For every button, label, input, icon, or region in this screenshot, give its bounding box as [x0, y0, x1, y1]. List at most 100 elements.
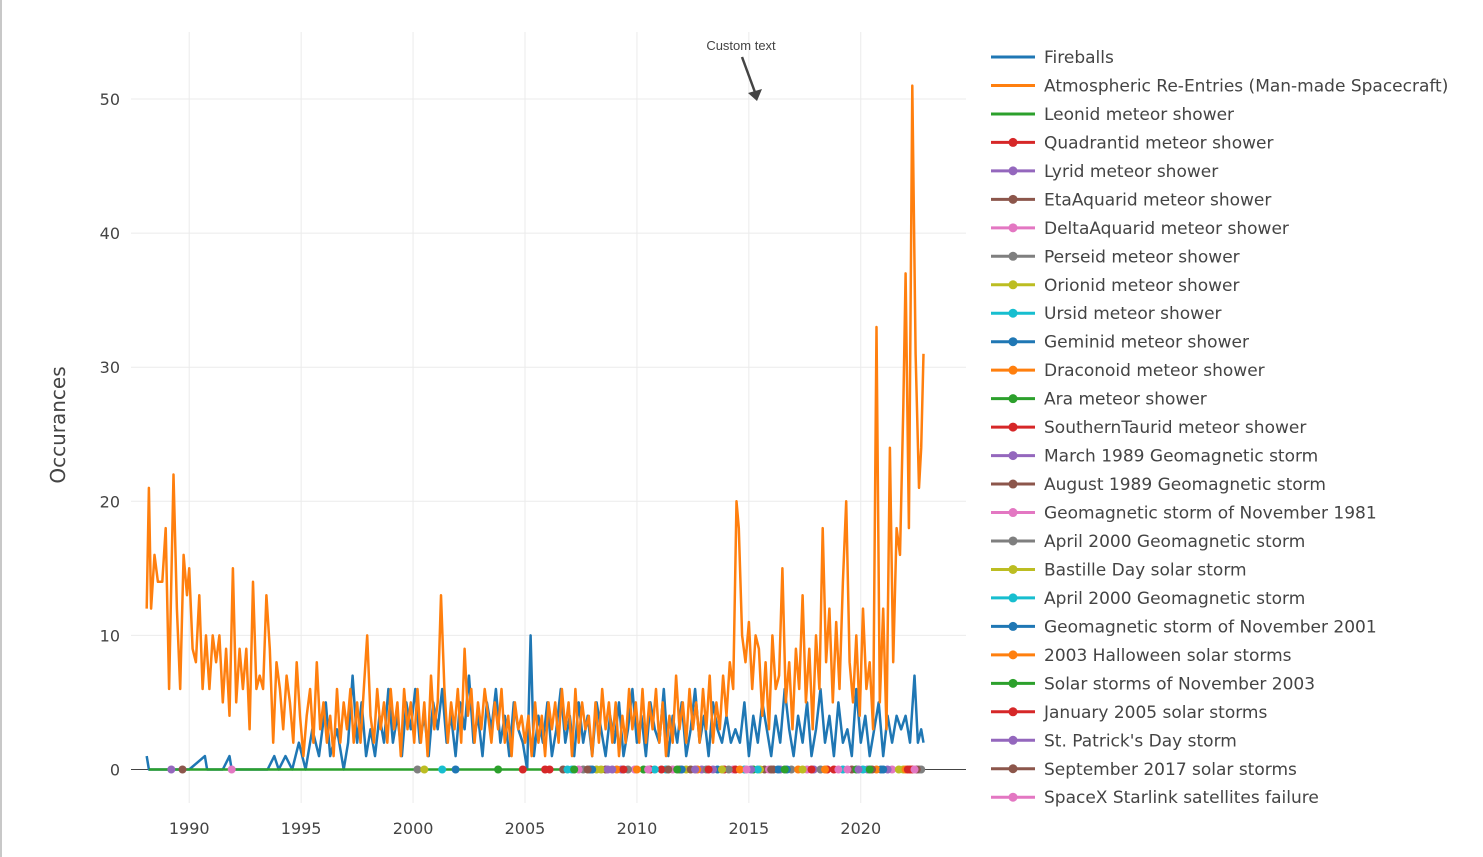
legend-swatch-marker [1008, 564, 1018, 574]
legend-item[interactable]: April 2000 Geomagnetic storm [991, 532, 1305, 552]
legend-item[interactable]: Geomagnetic storm of November 2001 [991, 617, 1377, 637]
series-marker-8[interactable] [420, 765, 429, 774]
legend-item[interactable]: Bastille Day solar storm [991, 560, 1247, 580]
series-marker-12[interactable] [494, 765, 503, 774]
series-marker-19[interactable] [650, 765, 659, 774]
legend-label: Atmospheric Re-Entries (Man-made Spacecr… [1044, 76, 1448, 96]
legend-item[interactable]: March 1989 Geomagnetic storm [991, 447, 1318, 467]
legend-item[interactable]: Geomagnetic storm of November 1981 [991, 504, 1377, 524]
series-line-1[interactable] [145, 84, 925, 758]
series-marker-26[interactable] [644, 765, 653, 774]
legend-label: SouthernTaurid meteor shower [1044, 418, 1306, 438]
legend-item[interactable]: DeltaAquarid meteor shower [991, 219, 1289, 239]
legend-item[interactable]: Draconoid meteor shower [991, 361, 1265, 381]
series-marker-4[interactable] [167, 765, 176, 774]
series-marker-22[interactable] [673, 765, 682, 774]
legend-label: September 2017 solar storms [1044, 760, 1297, 780]
legend[interactable]: Fireballs Atmospheric Re-Entries (Man-mad… [991, 48, 1448, 808]
legend-item[interactable]: St. Patrick's Day storm [991, 731, 1237, 751]
legend-item[interactable]: Fireballs [991, 48, 1114, 68]
series-marker-23[interactable] [619, 765, 628, 774]
legend-item[interactable]: Solar storms of November 2003 [991, 674, 1315, 694]
series-marker-24[interactable] [603, 765, 612, 774]
y-tick-label: 20 [100, 492, 120, 511]
legend-swatch-marker [1008, 223, 1018, 233]
series-marker-18[interactable] [798, 765, 807, 774]
series-marker-26[interactable] [834, 765, 843, 774]
legend-item[interactable]: Ursid meteor shower [991, 304, 1222, 324]
legend-item[interactable]: Ara meteor shower [991, 390, 1207, 410]
series-marker-9[interactable] [438, 765, 447, 774]
series-marker-5[interactable] [178, 765, 187, 774]
legend-swatch-marker [1008, 593, 1018, 603]
legend-swatch-marker [1008, 650, 1018, 660]
series-marker-25[interactable] [767, 765, 776, 774]
series-marker-17[interactable] [724, 765, 733, 774]
series-marker-21[interactable] [735, 765, 744, 774]
legend-item[interactable]: Orionid meteor shower [991, 276, 1240, 296]
x-tick-label: 2000 [393, 819, 434, 838]
series-marker-19[interactable] [563, 765, 572, 774]
legend-label: Geomagnetic storm of November 1981 [1044, 504, 1377, 524]
window-left-border [0, 0, 2, 857]
legend-label: Geminid meteor shower [1044, 333, 1249, 353]
legend-label: January 2005 solar storms [1043, 703, 1267, 723]
legend-swatch-marker [1008, 792, 1018, 802]
series-marker-22[interactable] [780, 765, 789, 774]
series-marker-13[interactable] [657, 765, 666, 774]
series-marker-22[interactable] [865, 765, 874, 774]
legend-label: DeltaAquarid meteor shower [1044, 219, 1289, 239]
legend-item[interactable]: April 2000 Geomagnetic storm [991, 589, 1305, 609]
series-marker-21[interactable] [821, 765, 829, 774]
series-marker-10[interactable] [451, 765, 460, 774]
legend-item[interactable]: SpaceX Starlink satellites failure [991, 788, 1319, 808]
series-marker-16[interactable] [843, 765, 852, 774]
y-tick-label: 10 [100, 626, 120, 645]
series-marker-18[interactable] [597, 765, 606, 774]
series-marker-19[interactable] [753, 765, 762, 774]
series-marker-7[interactable] [413, 765, 422, 774]
legend-item[interactable]: Geminid meteor shower [991, 333, 1249, 353]
legend-label: Leonid meteor shower [1044, 105, 1234, 125]
series-marker-23[interactable] [903, 765, 912, 774]
series-marker-23[interactable] [704, 765, 713, 774]
series-marker-13[interactable] [541, 765, 550, 774]
legend-swatch-marker [1008, 621, 1018, 631]
series-marker-26[interactable] [742, 765, 751, 774]
legend-item[interactable]: September 2017 solar storms [991, 760, 1297, 780]
legend-item[interactable]: 2003 Halloween solar storms [991, 646, 1292, 666]
legend-label: Perseid meteor shower [1044, 247, 1240, 267]
series-marker-24[interactable] [854, 765, 863, 774]
series-marker-18[interactable] [718, 765, 726, 774]
annotation-arrow [740, 56, 758, 96]
legend-swatch-marker [1008, 365, 1018, 375]
annotation: Custom text [706, 38, 776, 101]
legend-item[interactable]: Lyrid meteor shower [991, 162, 1218, 182]
series-marker-6[interactable] [227, 765, 236, 774]
legend-item[interactable]: January 2005 solar storms [991, 703, 1267, 723]
x-tick-label: 2010 [617, 819, 658, 838]
legend-item[interactable]: August 1989 Geomagnetic storm [991, 475, 1326, 495]
series-marker-22[interactable] [570, 765, 579, 774]
series-marker-26[interactable] [910, 765, 919, 774]
series-marker-3[interactable] [518, 765, 527, 774]
legend-item[interactable]: Perseid meteor shower [991, 247, 1240, 267]
series-marker-24[interactable] [691, 765, 700, 774]
legend-item[interactable]: Leonid meteor shower [991, 105, 1234, 125]
legend-item[interactable]: EtaAquarid meteor shower [991, 190, 1271, 210]
legend-item[interactable]: SouthernTaurid meteor shower [991, 418, 1306, 438]
legend-item[interactable]: Atmospheric Re-Entries (Man-made Spacecr… [991, 76, 1448, 96]
series-marker-20[interactable] [774, 765, 782, 774]
series-marker-21[interactable] [632, 765, 641, 774]
series-marker-25[interactable] [664, 765, 673, 774]
legend-swatch-marker [1008, 422, 1018, 432]
legend-label: Solar storms of November 2003 [1044, 674, 1315, 694]
series-marker-20[interactable] [879, 765, 888, 774]
legend-item[interactable]: Quadrantid meteor shower [991, 133, 1273, 153]
y-tick-label: 0 [110, 760, 120, 779]
plot-area[interactable] [145, 84, 926, 774]
legend-label: EtaAquarid meteor shower [1044, 190, 1271, 210]
series-marker-25[interactable] [583, 765, 592, 774]
series-marker-23[interactable] [807, 765, 816, 774]
